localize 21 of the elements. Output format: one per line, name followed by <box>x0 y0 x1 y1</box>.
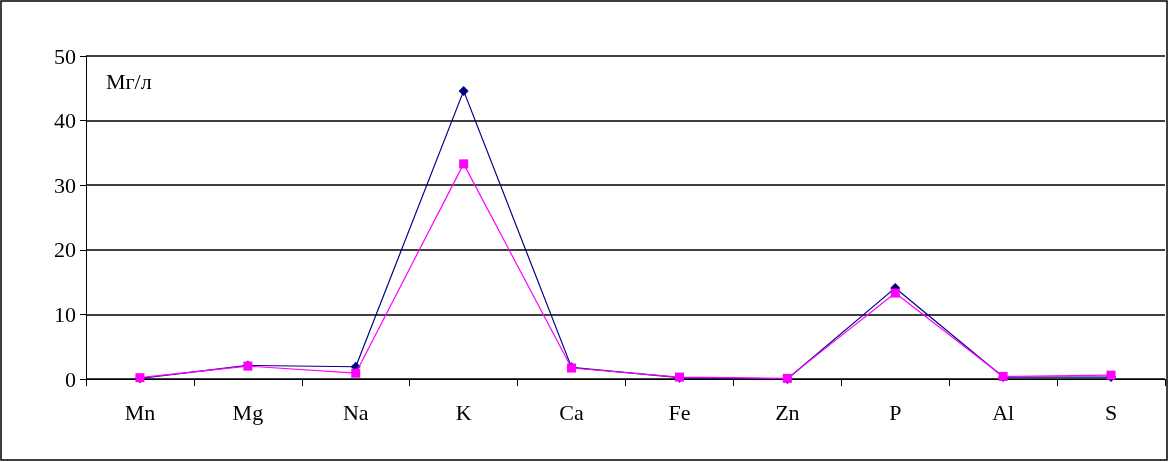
y-tick-label: 10 <box>54 301 76 327</box>
point <box>890 288 900 298</box>
x-tick-label: Mg <box>232 399 264 425</box>
y-tick-label: 40 <box>54 108 76 134</box>
point <box>351 368 361 378</box>
x-tick-label: S <box>1104 399 1118 425</box>
y-tick-label: 0 <box>65 366 76 392</box>
x-tick-label: Fe <box>668 399 691 425</box>
point <box>459 159 469 169</box>
x-tick-label: Mn <box>124 399 156 425</box>
y-tick-label: 50 <box>54 43 76 69</box>
x-tick-label: Zn <box>775 399 800 425</box>
x-tick-label: Al <box>992 399 1015 425</box>
y-tick-label: 20 <box>54 237 76 263</box>
x-tick-label: Ca <box>559 399 584 425</box>
x-tick-label: P <box>889 399 902 425</box>
y-axis-title: Мг/л <box>106 68 152 94</box>
x-tick-label: K <box>455 399 472 425</box>
x-tick-label: Na <box>342 399 369 425</box>
point <box>458 85 469 96</box>
y-tick-label: 30 <box>54 172 76 198</box>
